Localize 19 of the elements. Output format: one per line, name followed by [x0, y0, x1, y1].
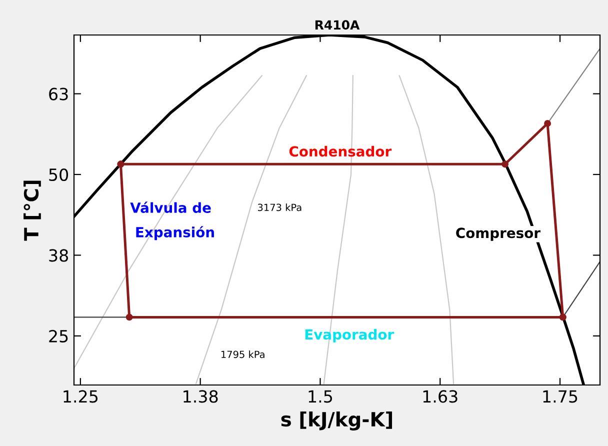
x-tick-label: 1.75 [543, 390, 578, 403]
annotation: Expansión [136, 226, 214, 240]
annotation: 1795 kPa [221, 350, 264, 358]
x-tick-label: 1.25 [64, 390, 98, 403]
annotation: Válvula de [130, 202, 211, 213]
x-tick-label: 1.5 [308, 390, 332, 403]
y-axis-title: T [°C] [24, 180, 41, 241]
x-axis-title: s [kJ/kg-K] [281, 412, 392, 431]
annotation: Compresor [456, 228, 540, 241]
y-tick-label: 25 [49, 330, 68, 342]
annotation: 3173 kPa [258, 204, 302, 212]
y-tick-label: 38 [49, 249, 68, 262]
y-tick-label: 50 [49, 168, 68, 182]
x-tick-label: 1.38 [184, 390, 218, 403]
annotation: Evaporador [305, 328, 394, 342]
y-tick-label: 63 [49, 88, 68, 100]
annotation: Condensador [289, 146, 392, 157]
chart-title: R410A [315, 20, 360, 30]
x-tick-label: 1.63 [423, 390, 458, 403]
